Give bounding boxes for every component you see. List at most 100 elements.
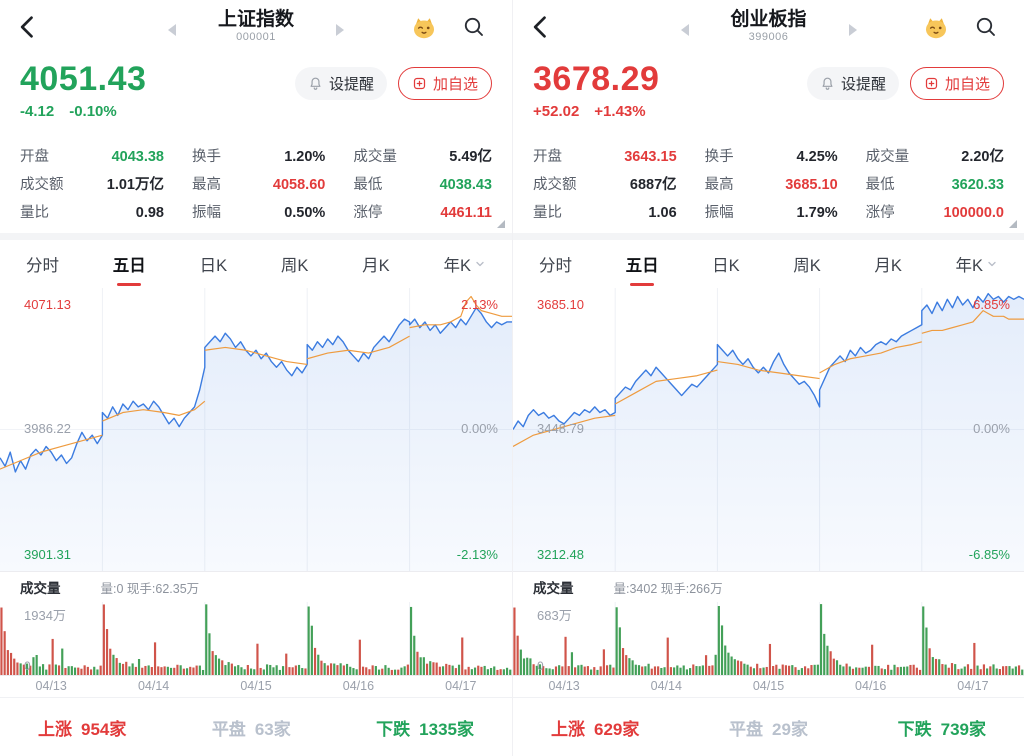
date-label: 04/13 — [35, 679, 67, 693]
volume-max-label: 1934万 — [24, 608, 66, 623]
mascot-icon[interactable] — [922, 13, 950, 41]
tab-five-day[interactable]: 五日 — [112, 248, 146, 286]
tab-year-k[interactable]: 年K — [955, 248, 998, 280]
set-alert-label: 设提醒 — [328, 76, 374, 93]
tab-minute[interactable]: 分时 — [539, 248, 572, 280]
add-watchlist-button[interactable]: 加自选 — [909, 67, 1004, 100]
price-chart-svg — [0, 288, 512, 571]
price-chart[interactable]: 4071.13 3986.22 3901.31 2.13% 0.00% -2.1… — [0, 288, 512, 572]
advancers-label: 上涨 — [551, 719, 585, 739]
stat-label: 最低 — [353, 177, 383, 193]
volume-bars-svg — [0, 602, 512, 675]
advancers-stat: 上涨 954家 — [38, 715, 126, 740]
volume-header: 成交量 量:3402 现手:266万 — [513, 572, 1024, 602]
stat-label: 成交量 — [353, 149, 397, 165]
chart-mid-pct-label: 0.00% — [973, 420, 1010, 436]
prev-index-icon[interactable] — [680, 24, 689, 36]
next-index-icon[interactable] — [336, 24, 344, 36]
stat-limit-up: 涨停 100000.0 — [866, 204, 1004, 223]
stat-label: 开盘 — [20, 149, 49, 165]
stat-value: 4058.60 — [272, 177, 326, 193]
chart-period-tabs: 分时 五日 日K 周K 月K 年K — [513, 240, 1024, 288]
active-tab-underline — [630, 283, 655, 286]
stat-turnover: 成交额 6887亿 — [533, 176, 677, 195]
page-title: 创业板指 — [730, 9, 807, 30]
set-alert-button[interactable]: 设提醒 — [294, 67, 387, 100]
advancers-label: 上涨 — [38, 719, 72, 739]
add-watchlist-label: 加自选 — [944, 76, 990, 93]
stat-label: 开盘 — [533, 149, 562, 165]
quote-section: 3678.29 +52.02 +1.43% 设提醒 加自选 — [513, 54, 1024, 144]
expand-corner-icon[interactable] — [497, 220, 505, 228]
chart-low-price-label: 3901.31 — [24, 547, 71, 562]
price-chart[interactable]: 3685.10 3448.79 3212.48 6.85% 0.00% -6.8… — [513, 288, 1024, 572]
section-divider — [513, 233, 1024, 240]
price-chart-svg — [513, 288, 1024, 571]
volume-zero-label: 0 — [537, 659, 544, 673]
date-label: 04/17 — [957, 679, 989, 693]
price-change: -4.12 — [20, 103, 55, 120]
volume-chart[interactable]: 1934万 0 — [0, 602, 512, 676]
tab-week-k[interactable]: 周K — [793, 248, 821, 280]
tab-label: 年K — [443, 257, 471, 275]
back-icon[interactable] — [527, 13, 555, 41]
search-icon[interactable] — [462, 15, 486, 39]
volume-bars-svg — [513, 602, 1024, 675]
page-title: 上证指数 — [217, 9, 295, 30]
bell-icon — [310, 77, 321, 90]
volume-chart[interactable]: 683万 0 — [513, 602, 1024, 676]
stat-label: 量比 — [20, 205, 49, 221]
tab-year-k[interactable]: 年K — [443, 248, 486, 280]
tab-five-day[interactable]: 五日 — [626, 248, 659, 286]
title-block: 上证指数 000001 — [218, 8, 294, 44]
stat-value: 0.50% — [284, 205, 326, 221]
volume-info: 量:0 现手:62.35万 — [100, 581, 200, 596]
stat-label: 最低 — [865, 177, 895, 193]
stat-value: 0.98 — [135, 205, 164, 221]
next-index-icon[interactable] — [848, 24, 857, 36]
action-buttons: 设提醒 加自选 — [806, 67, 1004, 144]
mascot-icon[interactable] — [410, 13, 438, 41]
search-icon[interactable] — [974, 15, 998, 39]
chart-high-price-label: 3685.10 — [537, 297, 584, 312]
stat-label: 振幅 — [704, 205, 734, 221]
decliners-count: 739家 — [940, 719, 986, 739]
tab-label: 月K — [362, 257, 390, 275]
add-box-icon — [413, 77, 426, 90]
current-price: 3678.29 — [533, 60, 660, 98]
stats-grid: 开盘 3643.15 换手 4.25% 成交量 2.20亿 成交额 6887亿 最高 3685.1… — [533, 148, 1004, 223]
stats-section: 开盘 4043.38 换手 1.20% 成交量 5.49亿 成交额 1.01万亿 最高 4058.… — [0, 144, 512, 233]
decliners-count: 1335家 — [419, 719, 474, 739]
stat-label: 最高 — [192, 177, 221, 193]
set-alert-button[interactable]: 设提醒 — [806, 67, 899, 100]
expand-corner-icon[interactable] — [1009, 220, 1017, 228]
tab-label: 五日 — [112, 257, 146, 275]
stat-value: 4038.43 — [439, 177, 492, 193]
tab-label: 周K — [280, 257, 309, 275]
tab-week-k[interactable]: 周K — [281, 248, 309, 280]
prev-index-icon[interactable] — [168, 24, 176, 36]
volume-title: 成交量 — [533, 581, 574, 596]
stock-code: 000001 — [236, 31, 276, 43]
unchanged-count: 29家 — [772, 719, 808, 739]
chart-high-pct-label: 2.13% — [461, 297, 498, 312]
current-price: 4051.43 — [20, 60, 147, 98]
stat-open: 开盘 4043.38 — [20, 148, 164, 167]
tab-minute[interactable]: 分时 — [26, 248, 59, 280]
stat-open: 开盘 3643.15 — [533, 148, 677, 167]
volume-info: 量:3402 现手:266万 — [613, 581, 723, 596]
volume-zero-label: 0 — [24, 659, 31, 673]
tab-month-k[interactable]: 月K — [362, 248, 390, 280]
add-watchlist-button[interactable]: 加自选 — [397, 67, 492, 100]
stat-label: 成交额 — [533, 177, 577, 193]
price-block: 3678.29 +52.02 +1.43% — [533, 58, 659, 144]
price-change-pct: -0.10% — [69, 103, 117, 120]
tab-day-k[interactable]: 日K — [712, 248, 740, 280]
tab-month-k[interactable]: 月K — [874, 248, 902, 280]
back-icon[interactable] — [14, 13, 42, 41]
price-change-line: +52.02 +1.43% — [533, 103, 659, 120]
price-block: 4051.43 -4.12 -0.10% — [20, 58, 146, 144]
stat-volume: 成交量 5.49亿 — [353, 148, 492, 167]
price-change: +52.02 — [533, 103, 580, 120]
tab-day-k[interactable]: 日K — [200, 248, 228, 280]
